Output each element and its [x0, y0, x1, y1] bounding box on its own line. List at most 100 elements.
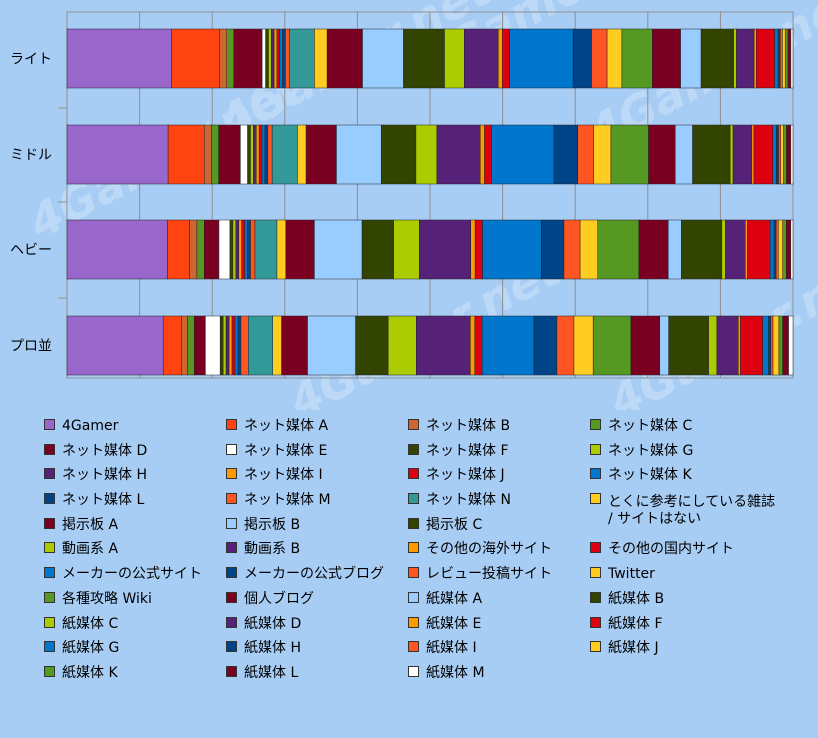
bar-segment: その他の海外サイト: 0.6 — [470, 315, 476, 376]
legend-item: 各種攻略 Wiki — [44, 589, 226, 614]
legend-label: ネット媒体 B — [426, 418, 511, 434]
legend-item: レビュー投稿サイト — [408, 564, 590, 589]
legend-swatch — [408, 419, 419, 430]
legend-swatch — [44, 443, 55, 455]
legend-label: 動画系 B — [244, 541, 301, 558]
legend-item: 掲示板 B — [226, 515, 408, 540]
bar-segment: その他の国内サイト: 1 — [484, 124, 493, 185]
legend-swatch — [44, 542, 55, 554]
legend-label: ネット媒体 L — [62, 492, 145, 509]
legend-item: 紙媒体 C — [44, 614, 226, 639]
bar-segment: ネット媒体 K: 0.4 — [279, 28, 283, 89]
legend-label: ネット媒体 I — [244, 467, 323, 484]
bar-segment: 紙媒体 B: 5.4 — [668, 315, 709, 376]
bar-segment: 個人ブログ: 3.9 — [630, 315, 661, 376]
legend-label: 紙媒体 C — [62, 615, 119, 632]
legend-label: 個人ブログ — [244, 590, 314, 607]
bar-segment: とくに参考にしている雑誌 / サイトはない: 1.8 — [314, 28, 328, 89]
bar-segment: 紙媒体 E: 0.3 — [745, 219, 748, 280]
bar-segment: ネット媒体 M: 0.6 — [250, 219, 256, 280]
bar-segment: ネット媒体 A: 2.5 — [162, 315, 182, 376]
legend-item: 紙媒体 J — [590, 638, 780, 663]
legend-item: ネット媒体 H — [44, 465, 226, 490]
bar-segment: 紙媒体 D: 2.6 — [732, 124, 753, 185]
legend-label: 紙媒体 E — [426, 615, 482, 632]
bar-segment: ネット媒体 B: 1 — [219, 28, 228, 89]
legend-item: 紙媒体 B — [590, 589, 780, 614]
bar-segment: 紙媒体 D: 2.7 — [725, 219, 746, 280]
bar-segment: ネット媒体 E: 0.5 — [261, 28, 266, 89]
legend-swatch — [590, 493, 601, 505]
bar-segment: 紙媒体 K: 0.5 — [782, 219, 787, 280]
legend-swatch — [408, 665, 419, 677]
bar-segment: 動画系 A: 3.8 — [387, 315, 417, 376]
bar-segment: 個人ブログ: 4 — [652, 28, 681, 89]
bar-segment: 紙媒体 A: 2.4 — [675, 124, 693, 185]
bar-segment: 紙媒体 F: 3.1 — [747, 219, 771, 280]
bar-segment: 紙媒体 B: 4.6 — [700, 28, 734, 89]
legend-label: その他の国内サイト — [608, 541, 734, 558]
legend-label: ネット媒体 A — [244, 418, 329, 434]
legend-swatch — [408, 591, 419, 603]
bar-segment: ネット媒体 G: 0.4 — [268, 28, 272, 89]
bar-segment: ネット媒体 K: 0.4 — [261, 124, 266, 185]
legend-label: 紙媒体 J — [608, 640, 659, 657]
bar-segment: とくに参考にしている雑誌 / サイトはない: 1.2 — [276, 219, 287, 280]
legend-label: 紙媒体 G — [62, 640, 120, 657]
bar-segment: 紙媒体 G: 0.8 — [762, 315, 769, 376]
bar-segment: ネット媒体 D: 1.5 — [194, 315, 206, 376]
bar-segment: レビュー投稿サイト: 2.2 — [563, 219, 581, 280]
bar-segment: 個人ブログ: 3.7 — [648, 124, 676, 185]
legend-label: 紙媒体 I — [426, 640, 477, 657]
legend-label: ネット媒体 K — [608, 467, 692, 484]
bar-segment: 各種攻略 Wiki: 4.3 — [621, 28, 653, 89]
bar-segment: ネット媒体 C: 0.9 — [187, 315, 195, 376]
bar-segment: 紙媒体 E: 0.3 — [737, 315, 741, 376]
legend-label: 紙媒体 M — [426, 664, 485, 681]
bar-segment: ネット媒体 G: 0.4 — [250, 124, 254, 185]
legend-label: 動画系 A — [62, 541, 119, 558]
bar-segment: 掲示板 C: 5.8 — [403, 28, 445, 89]
legend-swatch — [44, 641, 55, 653]
legend-swatch — [590, 443, 601, 455]
legend-label: 紙媒体 F — [608, 615, 663, 632]
legend-item: ネット媒体 M — [226, 490, 408, 515]
bar-segment: メーカーの公式サイト: 8 — [482, 219, 542, 280]
bar-segment: 掲示板 A: 3.9 — [285, 219, 315, 280]
legend-swatch — [44, 517, 55, 529]
bar-segment: ネット媒体 E: 1 — [240, 124, 248, 185]
bar-segment: 紙媒体 M: 0.3 — [790, 124, 794, 185]
legend-item: メーカーの公式ブログ — [226, 564, 408, 589]
legend-item: ネット媒体 J — [408, 465, 590, 490]
bar-segment: レビュー投稿サイト: 2.2 — [577, 124, 594, 185]
bar-segment: 紙媒体 H: 0.3 — [776, 124, 779, 185]
bar-segment: メーカーの公式サイト: 8.6 — [491, 124, 555, 185]
legend-item: ネット媒体 E — [226, 441, 408, 466]
bar-segment: ネット媒体 D: 2 — [204, 219, 220, 280]
legend-swatch — [44, 665, 55, 677]
legend-swatch — [590, 591, 601, 603]
bar-segment: 動画系 A: 2.8 — [444, 28, 465, 89]
bar-segment: 動画系 A: 2.9 — [415, 124, 438, 185]
legend-swatch — [408, 616, 419, 628]
bar-segment: 紙媒体 J: 0.4 — [782, 28, 786, 89]
category-label: ヘビー — [10, 243, 52, 259]
bar-segment: とくに参考にしている雑誌 / サイトはない: 1.2 — [272, 315, 282, 376]
bar-segment: 紙媒体 H: 0.3 — [777, 28, 781, 89]
bar-segment: メーカーの公式サイト: 9 — [509, 28, 574, 89]
bar-segment: ネット媒体 A: 6.8 — [171, 28, 220, 89]
legend-label: 各種攻略 Wiki — [62, 590, 152, 607]
bar-segment: レビュー投稿サイト: 2.2 — [591, 28, 608, 89]
bar-segment: 紙媒体 H: 0.3 — [773, 219, 777, 280]
legend-label: 紙媒体 B — [608, 590, 665, 607]
bars: 4Gamer: 14.8ネット媒体 A: 6.8ネット媒体 B: 1 ネット媒体 … — [66, 28, 794, 376]
bar-segment: 4Gamer: 14.8 — [66, 28, 172, 89]
legend-label: 紙媒体 A — [426, 590, 483, 607]
bar-segment: ネット媒体 L: 0.4 — [247, 219, 251, 280]
legend-item: メーカーの公式サイト — [44, 564, 226, 589]
bar-segment: Twitter: 2.1 — [606, 28, 623, 89]
bar-segment: 紙媒体 A: 2.9 — [680, 28, 702, 89]
legend-item: 掲示板 A — [44, 515, 226, 540]
legend-item: その他の国内サイト — [590, 539, 780, 564]
